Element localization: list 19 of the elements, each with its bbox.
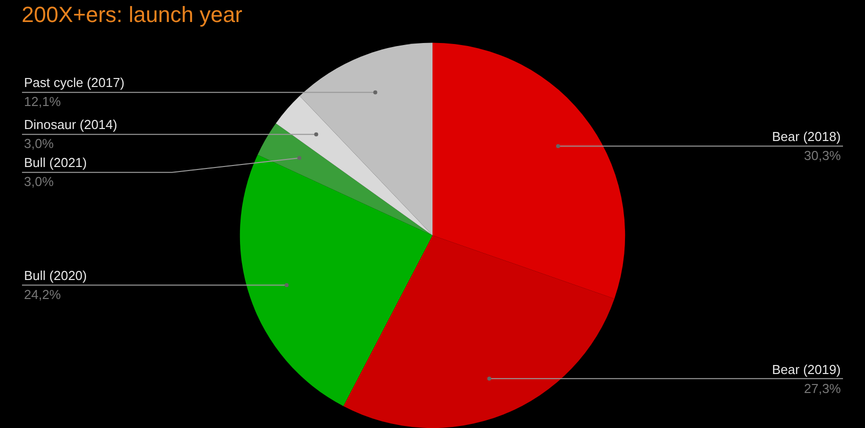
data-label: 24,2% <box>24 287 62 302</box>
chart-title: 200X+ers: launch year <box>22 2 242 27</box>
slice-label: Past cycle (2017) <box>24 75 124 90</box>
slice-label: Dinosaur (2014) <box>24 117 118 132</box>
pie-slice <box>240 154 432 406</box>
pie-slice <box>276 96 432 236</box>
slice-label: Bear (2018) <box>772 129 841 144</box>
data-label: 3,0% <box>24 136 54 151</box>
pie-slice <box>343 235 614 428</box>
pie-slice <box>300 42 432 236</box>
slice-label: Bull (2020) <box>24 268 87 283</box>
pie-slice <box>432 42 625 299</box>
slice-label: Bull (2021) <box>24 155 87 170</box>
pie-slice <box>258 123 432 236</box>
slice-label: Bear (2019) <box>772 362 841 377</box>
data-label: 30,3% <box>804 148 842 163</box>
data-label: 12,1% <box>24 94 62 109</box>
data-label: 27,3% <box>804 381 842 396</box>
data-label: 3,0% <box>24 174 54 189</box>
